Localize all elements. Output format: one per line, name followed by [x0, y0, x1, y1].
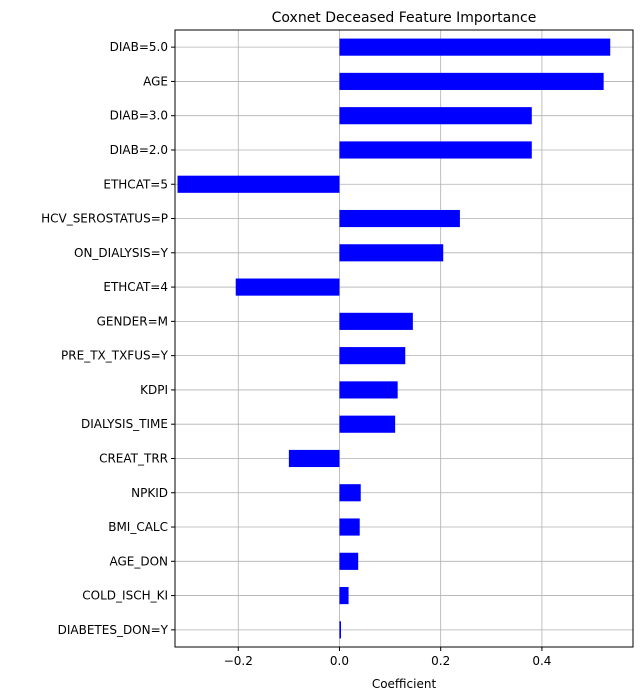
- bar: [339, 518, 360, 536]
- y-tick-label: CREAT_TRR: [99, 451, 168, 465]
- y-tick-label: HCV_SEROSTATUS=P: [41, 212, 168, 226]
- y-tick-label: AGE_DON: [109, 554, 168, 568]
- x-axis-label: Coefficient: [372, 677, 437, 691]
- y-tick-label: KDPI: [140, 383, 168, 397]
- x-tick-label: 0.0: [330, 654, 349, 668]
- y-tick-label: GENDER=M: [97, 314, 168, 328]
- bar: [339, 587, 349, 605]
- bar: [339, 38, 611, 56]
- x-tick-label: 0.4: [532, 654, 551, 668]
- y-tick-label: DIAB=2.0: [110, 143, 168, 157]
- y-tick-label: AGE: [143, 74, 168, 88]
- bar: [339, 141, 532, 159]
- y-tick-label: DIABETES_DON=Y: [58, 623, 169, 637]
- bar: [339, 107, 532, 125]
- plot-frame: [174, 29, 634, 648]
- bar: [339, 415, 396, 433]
- y-tick-label: ON_DIALYSIS=Y: [74, 246, 169, 260]
- bar: [339, 347, 406, 365]
- x-tick-label: 0.2: [431, 654, 450, 668]
- bar: [339, 209, 460, 228]
- chart-title: Coxnet Deceased Feature Importance: [272, 10, 537, 26]
- bars: [177, 38, 611, 639]
- bar: [177, 175, 340, 193]
- bar: [235, 278, 340, 296]
- bar: [339, 484, 361, 502]
- x-tick-label: −0.2: [224, 654, 253, 668]
- y-tick-label: NPKID: [131, 486, 168, 500]
- bar: [339, 381, 398, 399]
- bar: [339, 312, 413, 330]
- y-tick-label: ETHCAT=4: [103, 280, 168, 294]
- y-tick-label: COLD_ISCH_KI: [82, 589, 168, 603]
- bar: [339, 72, 604, 90]
- y-tick-label: PRE_TX_TXFUS=Y: [61, 349, 169, 363]
- bar: [288, 449, 340, 468]
- y-tick-label: ETHCAT=5: [103, 177, 168, 191]
- bar: [339, 552, 359, 570]
- bar: [339, 621, 341, 639]
- y-tick-label: BMI_CALC: [108, 520, 168, 534]
- axis-ticks: −0.2 0.0 0.2 0.4 DIAB=5.0 AGE DIAB=3.0 DIAB=2.0…: [41, 40, 551, 668]
- y-tick-label: DIAB=5.0: [110, 40, 168, 54]
- y-tick-label: DIALYSIS_TIME: [81, 417, 168, 431]
- bar: [339, 244, 444, 262]
- y-tick-label: DIAB=3.0: [110, 109, 168, 123]
